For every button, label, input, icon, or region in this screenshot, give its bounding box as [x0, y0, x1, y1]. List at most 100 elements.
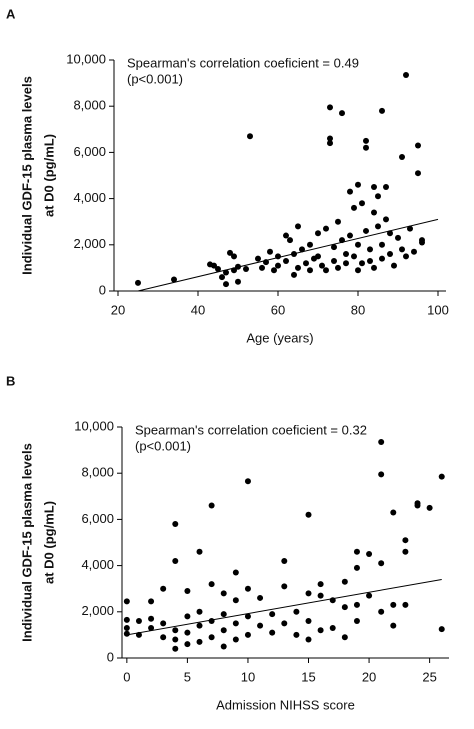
data-point	[307, 241, 313, 248]
data-point	[353, 618, 360, 625]
data-point	[293, 608, 300, 615]
data-point	[315, 253, 321, 260]
data-point	[271, 267, 277, 274]
data-point	[415, 170, 421, 177]
data-point	[335, 264, 341, 271]
data-point	[208, 618, 215, 625]
y-tick-label: 4,000	[81, 557, 114, 572]
data-point	[379, 255, 385, 262]
data-point	[367, 246, 373, 253]
data-point	[438, 473, 445, 480]
y-tick-label: 2,000	[81, 603, 114, 618]
data-point	[378, 560, 385, 567]
x-tick-label: 100	[427, 302, 449, 317]
data-point	[295, 223, 301, 230]
data-point	[323, 225, 329, 232]
data-point	[303, 260, 309, 267]
data-point	[269, 611, 276, 618]
annotation: (p<0.001)	[127, 71, 183, 86]
data-point	[351, 253, 357, 260]
data-point	[347, 188, 353, 195]
data-point	[305, 590, 312, 597]
data-point	[391, 262, 397, 269]
data-point	[232, 620, 239, 627]
data-point	[243, 266, 249, 273]
data-point	[172, 627, 179, 634]
data-point	[244, 631, 251, 638]
data-point	[375, 223, 381, 230]
x-tick-label: 0	[123, 669, 130, 684]
data-point	[232, 636, 239, 643]
data-point	[329, 624, 336, 631]
data-point	[319, 262, 325, 269]
data-point	[123, 598, 130, 605]
data-point	[375, 193, 381, 200]
data-point	[231, 253, 237, 260]
data-point	[402, 548, 409, 555]
data-point	[257, 622, 264, 629]
data-point	[148, 615, 155, 622]
data-point	[347, 232, 353, 239]
data-point	[184, 613, 191, 620]
data-point	[371, 209, 377, 216]
data-point	[317, 627, 324, 634]
data-point	[371, 184, 377, 191]
data-point	[247, 133, 253, 140]
data-point	[415, 142, 421, 149]
data-point	[291, 271, 297, 278]
data-point	[390, 509, 397, 516]
annotation: (p<0.001)	[135, 438, 191, 453]
data-point	[299, 246, 305, 253]
data-point	[402, 537, 409, 544]
data-point	[323, 267, 329, 274]
data-point	[335, 218, 341, 225]
data-point	[135, 631, 142, 638]
data-point	[184, 641, 191, 648]
data-point	[343, 260, 349, 267]
data-point	[259, 264, 265, 271]
data-point	[172, 521, 179, 528]
data-point	[135, 279, 141, 286]
data-point	[359, 200, 365, 207]
x-tick-label: 5	[184, 669, 191, 684]
data-point	[293, 631, 300, 638]
data-point	[160, 585, 167, 592]
y-tick-label: 0	[99, 282, 106, 297]
data-point	[426, 504, 433, 511]
data-point	[363, 137, 369, 144]
y-axis-label: Individual GDF-15 plasma levels	[19, 443, 34, 642]
data-point	[355, 241, 361, 248]
data-point	[220, 627, 227, 634]
y-axis-label: at D0 (pg/mL)	[41, 501, 56, 584]
data-point	[172, 557, 179, 564]
x-axis-label: Admission NIHSS score	[216, 697, 355, 712]
data-point	[283, 257, 289, 264]
data-point	[160, 634, 167, 641]
data-point	[220, 611, 227, 618]
data-point	[383, 184, 389, 191]
data-point	[172, 645, 179, 652]
data-point	[287, 237, 293, 244]
trend-line	[137, 218, 439, 292]
data-point	[363, 144, 369, 151]
y-tick-label: 0	[107, 649, 114, 664]
y-tick-label: 10,000	[74, 418, 114, 433]
data-point	[351, 204, 357, 211]
x-tick-label: 60	[271, 302, 285, 317]
data-point	[135, 618, 142, 625]
data-point	[353, 564, 360, 571]
data-point	[244, 613, 251, 620]
data-point	[387, 230, 393, 237]
data-point	[275, 253, 281, 260]
data-point	[339, 237, 345, 244]
y-tick-label: 4,000	[73, 190, 106, 205]
panel-label: B	[6, 373, 15, 388]
y-tick-label: 6,000	[73, 144, 106, 159]
data-point	[399, 154, 405, 161]
data-point	[255, 255, 261, 262]
data-point	[407, 225, 413, 232]
data-point	[343, 251, 349, 258]
data-point	[390, 622, 397, 629]
data-point	[371, 264, 377, 271]
data-point	[414, 502, 421, 509]
